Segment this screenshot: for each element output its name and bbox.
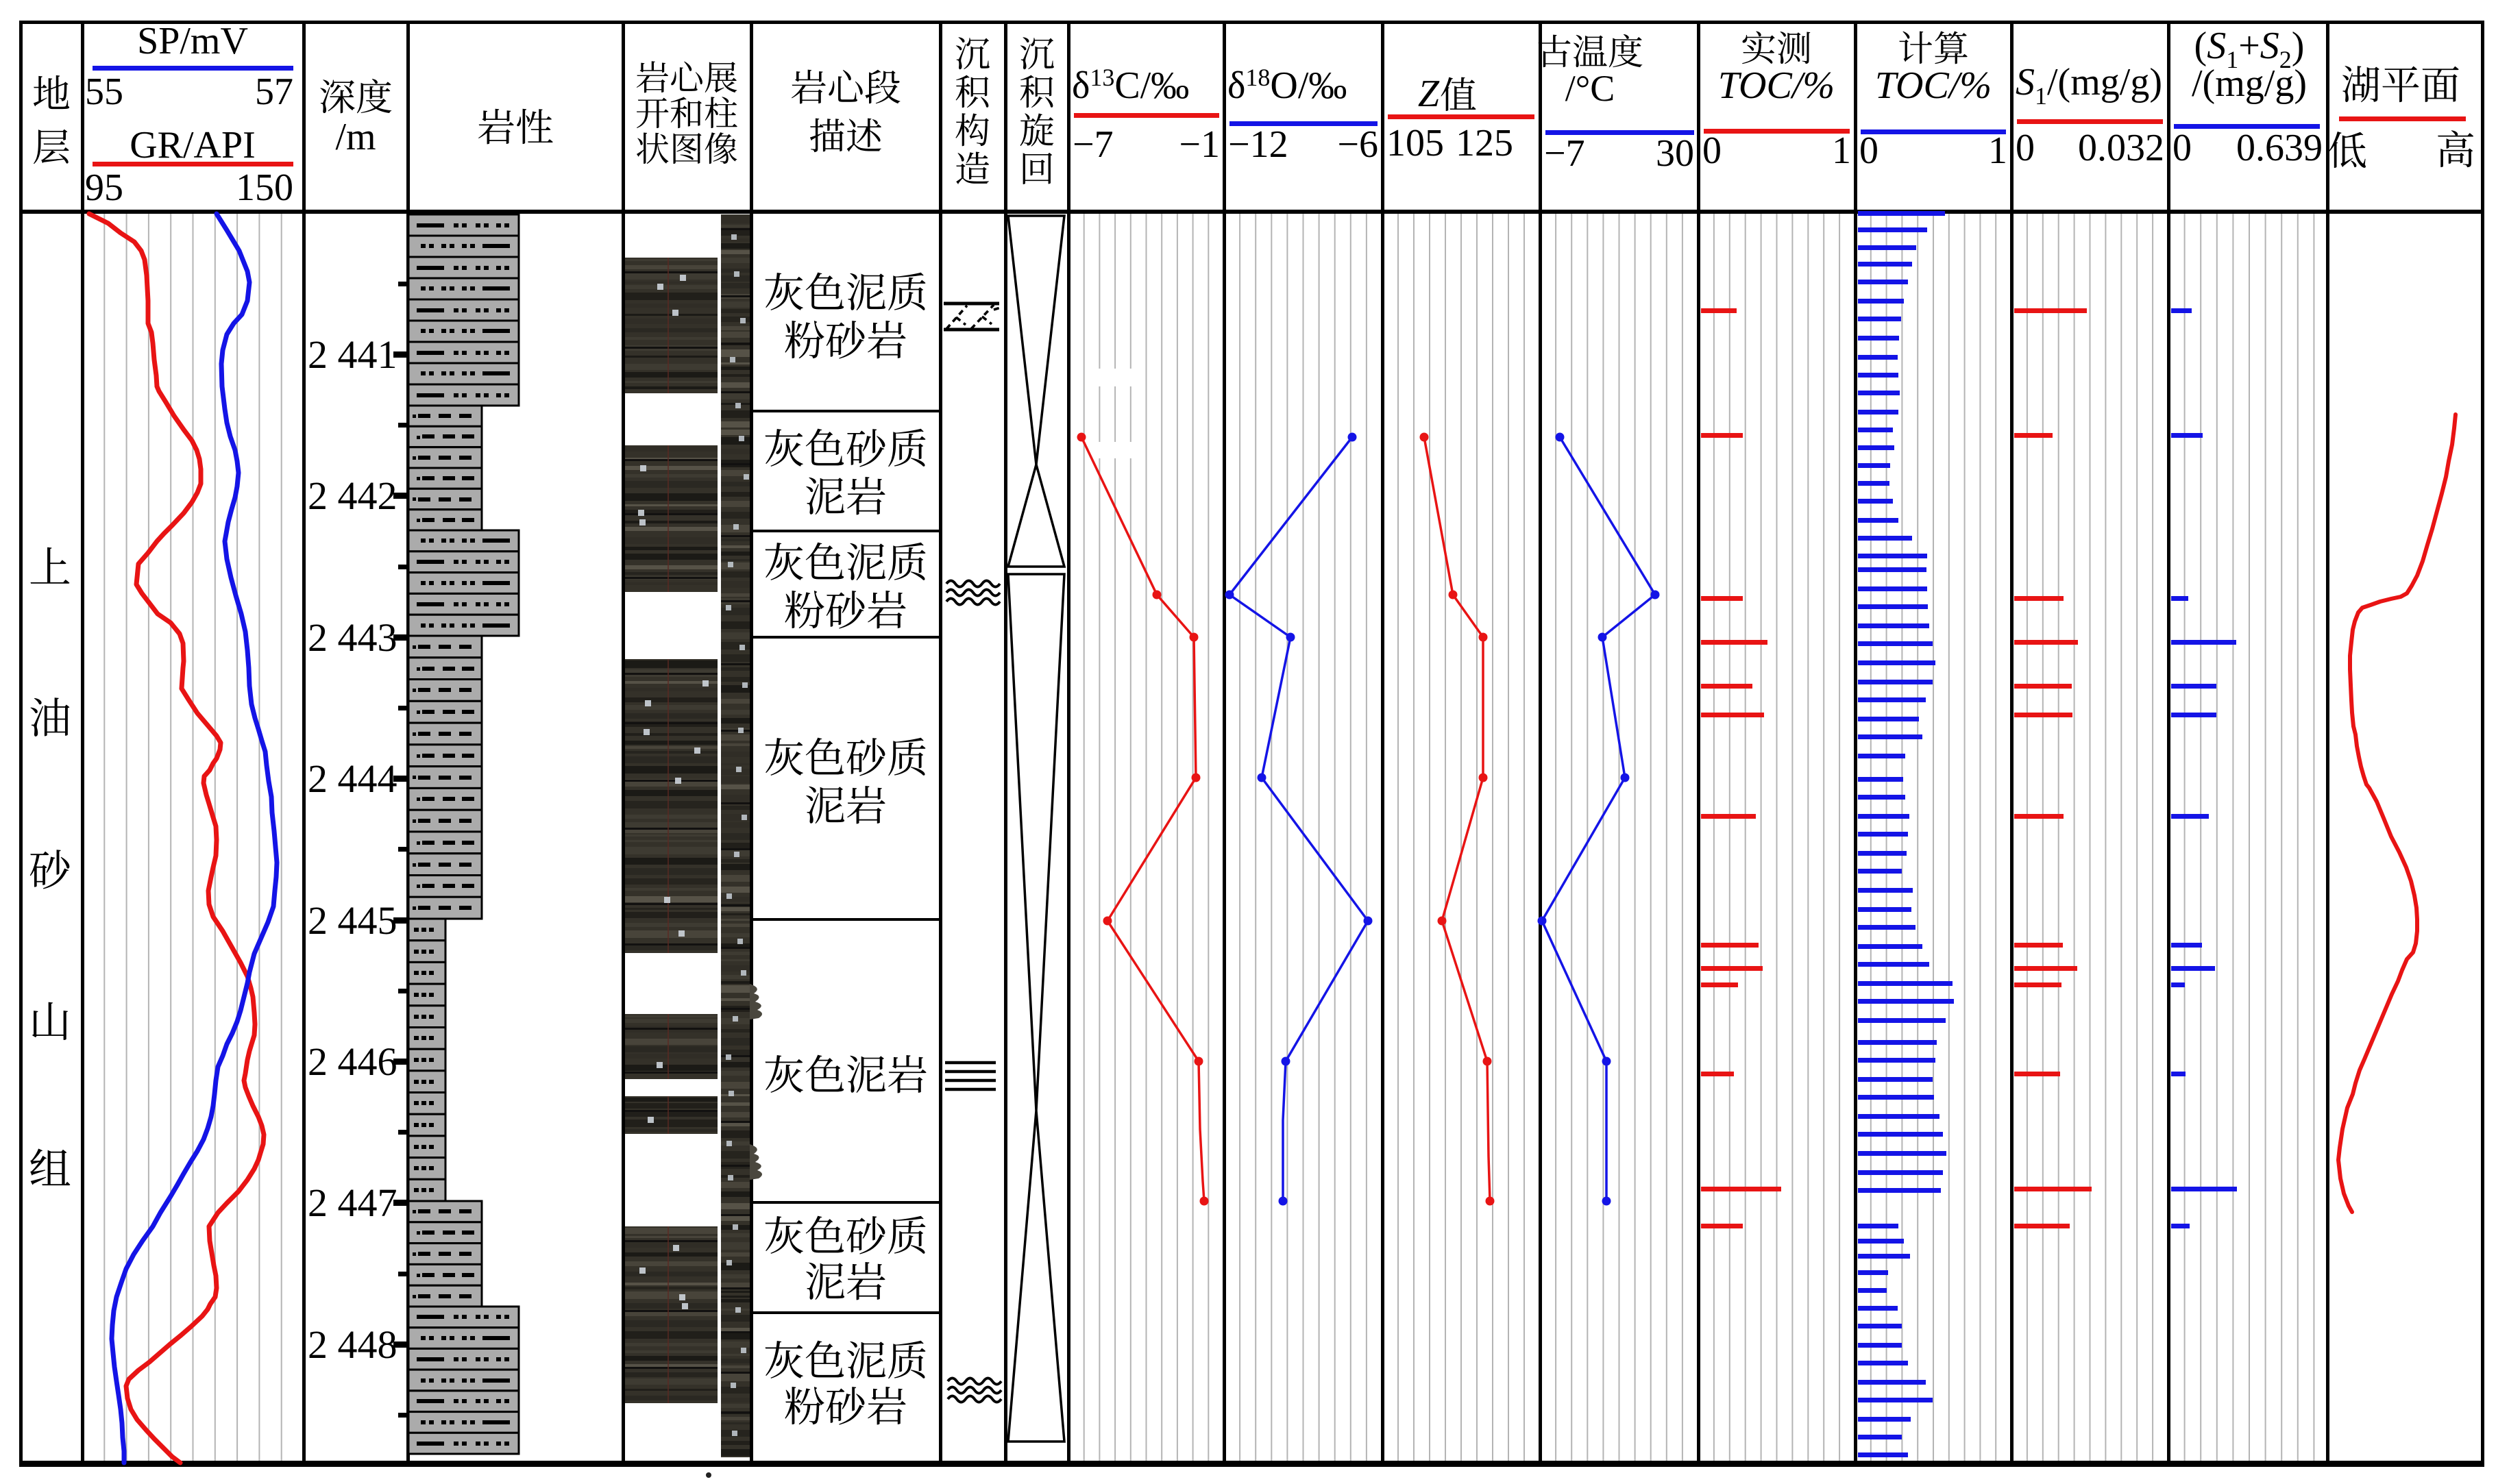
svg-text:1: 1 — [1832, 129, 1851, 172]
svg-text:δ13C/‰: δ13C/‰ — [1072, 64, 1189, 107]
svg-text:−1: −1 — [1179, 123, 1220, 166]
svg-text:2 446: 2 446 — [308, 1039, 397, 1084]
svg-text:TOC/%: TOC/% — [1875, 64, 1992, 107]
svg-text:105: 105 — [1386, 122, 1444, 164]
svg-text:95: 95 — [85, 166, 123, 209]
svg-text:0.639: 0.639 — [2236, 127, 2323, 169]
svg-text:1: 1 — [1988, 129, 2007, 172]
svg-text:Z: Z — [1418, 73, 1440, 115]
svg-text:(S1+S2): (S1+S2) — [2194, 25, 2305, 73]
svg-text:GR/API: GR/API — [130, 124, 256, 166]
svg-text:2 444: 2 444 — [308, 756, 397, 801]
svg-text:125: 125 — [1456, 122, 1513, 164]
svg-text:2 448: 2 448 — [308, 1322, 397, 1367]
svg-text:δ18O/‰: δ18O/‰ — [1227, 64, 1347, 107]
svg-text:−12: −12 — [1228, 123, 1288, 166]
svg-text:SP/mV: SP/mV — [137, 20, 248, 62]
svg-text:S1/(mg/g): S1/(mg/g) — [2016, 61, 2162, 110]
svg-text:2 445: 2 445 — [308, 898, 397, 943]
svg-text:2 441: 2 441 — [308, 332, 397, 377]
svg-text:−7: −7 — [1073, 123, 1114, 166]
svg-text:TOC/%: TOC/% — [1718, 64, 1835, 107]
svg-text:0.032: 0.032 — [2078, 127, 2164, 169]
svg-text:−7: −7 — [1544, 132, 1585, 175]
svg-text:/(mg/g): /(mg/g) — [2192, 62, 2307, 105]
svg-text:57: 57 — [255, 71, 293, 113]
svg-text:−6: −6 — [1337, 123, 1378, 166]
svg-text:0: 0 — [2173, 127, 2192, 169]
svg-text:55: 55 — [85, 71, 123, 113]
svg-text:2 447: 2 447 — [308, 1180, 397, 1225]
svg-text:150: 150 — [236, 166, 293, 209]
svg-text:/°C: /°C — [1565, 68, 1615, 109]
svg-text:0: 0 — [1702, 129, 1722, 172]
svg-text:0: 0 — [2016, 127, 2035, 169]
svg-text:0: 0 — [1859, 129, 1878, 172]
svg-text:30: 30 — [1656, 132, 1694, 175]
svg-text:/m: /m — [335, 116, 376, 158]
svg-text:2 443: 2 443 — [308, 615, 397, 660]
svg-text:2 442: 2 442 — [308, 473, 397, 518]
